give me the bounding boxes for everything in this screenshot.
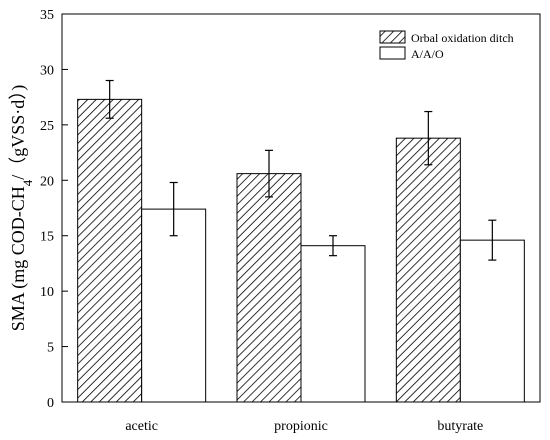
y-tick-label: 0: [47, 396, 54, 411]
bar-aao-acetic: [141, 208, 207, 403]
legend-label-aao: A/A/O: [411, 47, 444, 61]
error-bar-aao-acetic: [169, 181, 178, 237]
bar-orbal-butyrate: [395, 137, 461, 403]
error-bar-orbal-acetic: [105, 79, 114, 119]
x-axis: acetic propionic butyrate: [125, 419, 483, 434]
y-tick-label: 15: [40, 230, 54, 245]
y-tick-label: 10: [40, 285, 54, 300]
y-tick-label: 35: [40, 8, 54, 23]
y-tick-label: 25: [40, 119, 54, 134]
y-axis: 0 5 10 15 20 25 30 35: [40, 8, 68, 411]
bar-aao-butyrate: [459, 239, 525, 403]
bar-aao-propionic: [300, 245, 366, 403]
legend-swatch-aao: [379, 46, 406, 60]
y-tick-label: 30: [40, 63, 54, 78]
legend-label-orbal: Orbal oxidation ditch: [411, 31, 514, 45]
error-bar-orbal-butyrate: [424, 110, 433, 166]
x-tick-label-propionic: propionic: [274, 419, 328, 434]
y-axis-label-subscript: 4: [20, 179, 35, 186]
y-axis-label: SMA (mg COD-CH4/（gVSS·d）): [8, 85, 35, 332]
x-tick-label-acetic: acetic: [125, 419, 158, 434]
legend: Orbal oxidation ditch A/A/O: [379, 30, 514, 61]
error-bar-aao-propionic: [329, 235, 337, 257]
y-tick-label: 5: [47, 341, 54, 356]
y-axis-label-prefix: SMA (mg COD-CH: [8, 186, 29, 331]
error-bar-orbal-propionic: [265, 149, 273, 198]
chart-marks: [77, 79, 525, 403]
plot-frame: [61, 13, 541, 403]
legend-swatch-orbal: [379, 30, 406, 44]
bar-orbal-propionic: [236, 173, 302, 403]
x-tick-label-butyrate: butyrate: [437, 419, 483, 434]
bar-orbal-acetic: [77, 98, 143, 403]
y-axis-label-suffix: /（gVSS·d）): [8, 85, 29, 180]
error-bar-aao-butyrate: [488, 219, 497, 261]
y-tick-label: 20: [40, 174, 54, 189]
